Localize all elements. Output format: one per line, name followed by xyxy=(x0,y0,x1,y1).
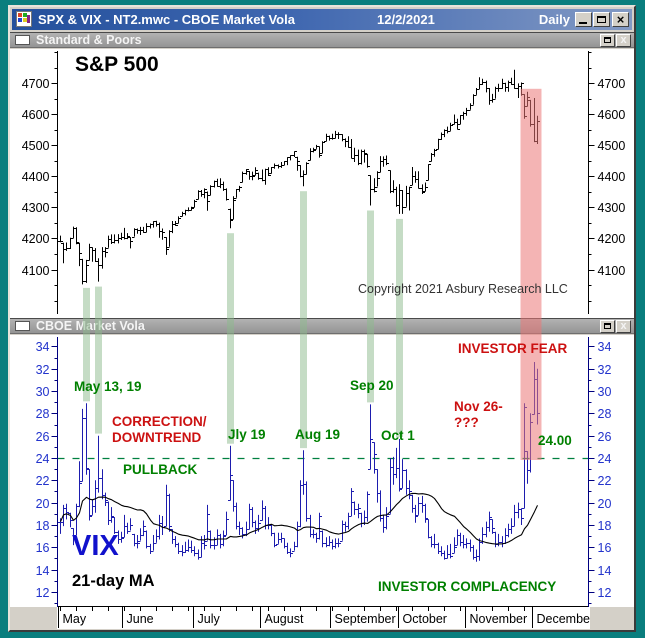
svg-text:26: 26 xyxy=(36,430,50,444)
vix-chart-pane: 12 12 14 14 16 16 18 18 20 20 22 22 24 24 26 26 28 28 30 30… xyxy=(10,335,634,607)
svg-text:34: 34 xyxy=(598,340,612,354)
svg-text:May: May xyxy=(63,612,87,626)
svg-text:34: 34 xyxy=(36,340,50,354)
svg-text:4100: 4100 xyxy=(22,264,50,278)
ma-label-annotation: 21-day MA xyxy=(72,572,155,590)
svg-text:4200: 4200 xyxy=(598,232,626,246)
titlebar-date: 12/2/2021 xyxy=(377,12,435,27)
pane-maximize-icon xyxy=(604,37,611,43)
close-button[interactable]: × xyxy=(612,12,629,27)
investor-fear-annotation: INVESTOR FEAR xyxy=(458,341,568,356)
svg-text:4300: 4300 xyxy=(22,201,50,215)
aug-19-annotation: Aug 19 xyxy=(295,427,341,442)
svg-text:32: 32 xyxy=(36,363,50,377)
vix-pane-close-button[interactable]: x xyxy=(616,320,631,333)
spx-pane-title: Standard & Poors xyxy=(36,33,142,47)
svg-text:4200: 4200 xyxy=(22,232,50,246)
svg-text:4700: 4700 xyxy=(598,77,626,91)
maximize-icon xyxy=(597,16,606,23)
correction-line2: DOWNTREND xyxy=(112,430,202,445)
spx-pane-header[interactable]: Standard & Poors x xyxy=(10,32,634,48)
svg-text:32: 32 xyxy=(598,363,612,377)
investor-complacency-annotation: INVESTOR COMPLACENCY xyxy=(378,579,557,594)
pane-marker-icon xyxy=(15,35,30,45)
svg-text:4100: 4100 xyxy=(598,264,626,278)
pullback-annotation: PULLBACK xyxy=(123,462,198,477)
spx-pane-maximize-button[interactable] xyxy=(600,34,615,47)
minimize-icon xyxy=(579,22,587,24)
svg-text:July: July xyxy=(198,612,221,626)
svg-text:22: 22 xyxy=(598,474,612,488)
svg-text:August: August xyxy=(265,612,304,626)
may-13-19-annotation: May 13, 19 xyxy=(74,379,142,394)
svg-text:4300: 4300 xyxy=(598,201,626,215)
svg-text:28: 28 xyxy=(598,407,612,421)
titlebar-periodicity: Daily xyxy=(538,12,570,27)
svg-text:4400: 4400 xyxy=(22,170,50,184)
pane-close-icon: x xyxy=(620,34,627,46)
svg-text:September: September xyxy=(335,612,396,626)
svg-text:24: 24 xyxy=(36,452,50,466)
vix-pane-maximize-button[interactable] xyxy=(600,320,615,333)
spx-chart-pane: 4100 4100 4200 4200 4300 4300 4400 4400 4500 4500… xyxy=(10,49,634,318)
svg-text:30: 30 xyxy=(598,385,612,399)
minimize-button[interactable] xyxy=(575,12,592,27)
close-icon: × xyxy=(616,12,625,27)
svg-text:18: 18 xyxy=(36,519,50,533)
svg-text:4500: 4500 xyxy=(598,139,626,153)
time-axis-canvas: May June July August September October Novembe… xyxy=(10,607,634,629)
svg-text:14: 14 xyxy=(598,564,612,578)
correction-downtrend-annotation: CORRECTION/ DOWNTREND xyxy=(112,414,207,446)
svg-text:30: 30 xyxy=(36,385,50,399)
sep-20-annotation: Sep 20 xyxy=(350,378,394,393)
correction-line1: CORRECTION/ xyxy=(112,414,207,429)
svg-text:4500: 4500 xyxy=(22,139,50,153)
chart-workspace: Standard & Poors x 4100 4100 4200 4200 4300 4… xyxy=(10,30,634,630)
vix-pane-header[interactable]: CBOE Market Vola x xyxy=(10,318,634,334)
svg-text:20: 20 xyxy=(598,497,612,511)
jly-19-annotation: Jly 19 xyxy=(228,427,266,442)
svg-text:12: 12 xyxy=(36,586,50,600)
svg-text:12: 12 xyxy=(598,586,612,600)
svg-text:16: 16 xyxy=(36,541,50,555)
time-axis: May June July August September October Novembe… xyxy=(10,607,634,629)
svg-text:December: December xyxy=(537,612,595,626)
svg-text:20: 20 xyxy=(36,497,50,511)
svg-text:October: October xyxy=(403,612,447,626)
vix-title-annotation: VIX xyxy=(72,530,119,562)
app-window: SPX & VIX - NT2.mwc - CBOE Market Vola 1… xyxy=(8,5,636,632)
nov-26-annotation: Nov 26- ??? xyxy=(454,399,503,431)
app-icon xyxy=(16,11,32,27)
svg-text:26: 26 xyxy=(598,430,612,444)
oct-1-annotation: Oct 1 xyxy=(381,428,415,443)
vix-chart-canvas: 12 12 14 14 16 16 18 18 20 20 22 22 24 24 26 26 28 28 30 30… xyxy=(36,337,612,607)
maximize-button[interactable] xyxy=(593,12,610,27)
pane-marker-icon xyxy=(15,321,30,331)
vix-pane-title: CBOE Market Vola xyxy=(36,319,145,333)
svg-text:16: 16 xyxy=(598,541,612,555)
spx-chart-canvas: 4100 4100 4200 4200 4300 4300 4400 4400 4500 4500… xyxy=(22,51,626,314)
nov-26-line2: ??? xyxy=(454,415,479,430)
svg-text:28: 28 xyxy=(36,407,50,421)
svg-text:24: 24 xyxy=(598,452,612,466)
pane-maximize-icon xyxy=(604,323,611,329)
svg-text:4400: 4400 xyxy=(598,170,626,184)
svg-text:4600: 4600 xyxy=(22,108,50,122)
window-title: SPX & VIX - NT2.mwc - CBOE Market Vola xyxy=(38,12,295,27)
svg-text:4600: 4600 xyxy=(598,108,626,122)
level-24-annotation: 24.00 xyxy=(538,433,572,448)
spx-title-annotation: S&P 500 xyxy=(75,53,159,76)
svg-text:4700: 4700 xyxy=(22,77,50,91)
pane-close-icon: x xyxy=(620,320,627,332)
svg-text:18: 18 xyxy=(598,519,612,533)
svg-text:22: 22 xyxy=(36,474,50,488)
window-titlebar[interactable]: SPX & VIX - NT2.mwc - CBOE Market Vola 1… xyxy=(12,9,632,30)
svg-text:June: June xyxy=(127,612,154,626)
copyright-annotation: Copyright 2021 Asbury Research LLC xyxy=(358,282,568,296)
spx-pane-close-button[interactable]: x xyxy=(616,34,631,47)
svg-text:November: November xyxy=(470,612,528,626)
svg-text:14: 14 xyxy=(36,564,50,578)
nov-26-line1: Nov 26- xyxy=(454,399,503,414)
